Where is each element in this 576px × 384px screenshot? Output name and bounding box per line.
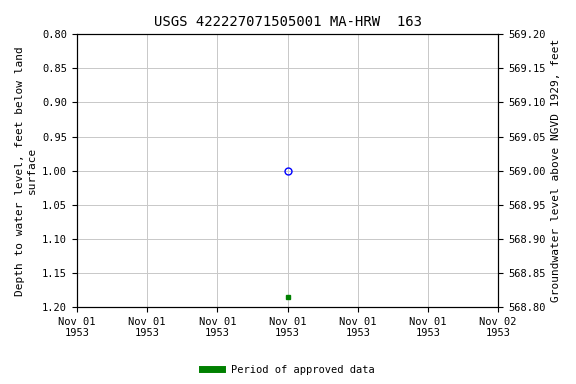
Title: USGS 422227071505001 MA-HRW  163: USGS 422227071505001 MA-HRW 163 xyxy=(154,15,422,29)
Legend: Period of approved data: Period of approved data xyxy=(198,361,378,379)
Y-axis label: Depth to water level, feet below land
surface: Depth to water level, feet below land su… xyxy=(15,46,37,296)
Y-axis label: Groundwater level above NGVD 1929, feet: Groundwater level above NGVD 1929, feet xyxy=(551,39,561,302)
